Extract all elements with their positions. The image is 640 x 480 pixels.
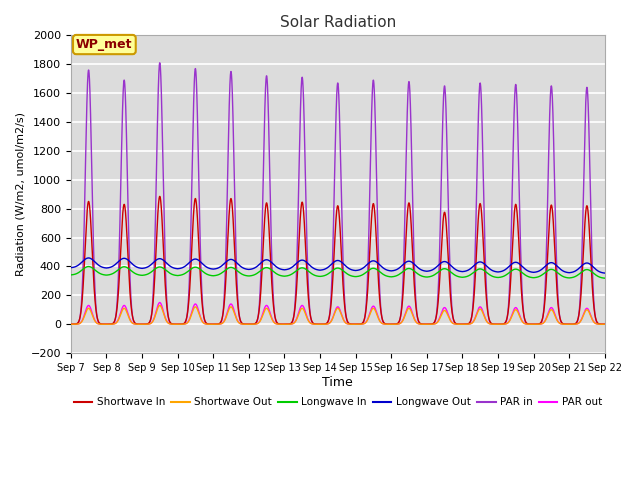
X-axis label: Time: Time (323, 375, 353, 389)
Title: Solar Radiation: Solar Radiation (280, 15, 396, 30)
Legend: Shortwave In, Shortwave Out, Longwave In, Longwave Out, PAR in, PAR out: Shortwave In, Shortwave Out, Longwave In… (70, 393, 606, 411)
Text: WP_met: WP_met (76, 38, 132, 51)
Y-axis label: Radiation (W/m2, umol/m2/s): Radiation (W/m2, umol/m2/s) (15, 112, 25, 276)
